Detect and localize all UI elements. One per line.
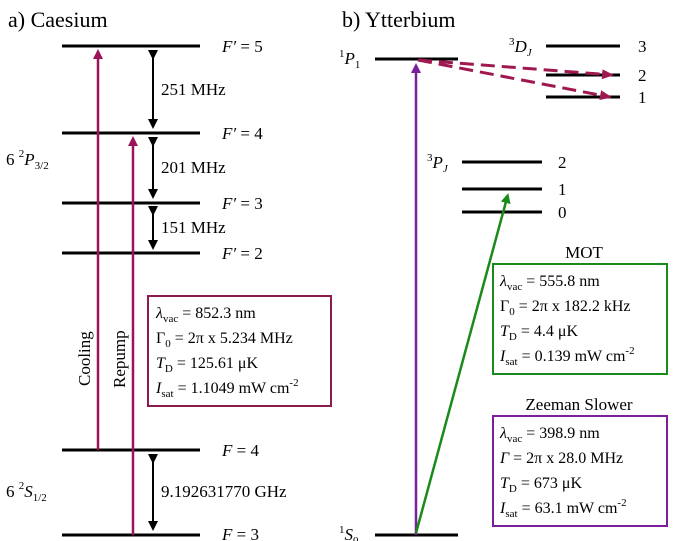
yb-zs-box (492, 415, 668, 527)
yb-zs-lambda: λvac = 398.9 nm (499, 425, 600, 445)
yb-mot-lambda: λvac = 555.8 nm (499, 273, 600, 293)
yb-zs-td: TD = 673 μK (500, 475, 582, 495)
yb-mot-gamma: Γ0 = 2π x 182.2 kHz (500, 298, 631, 318)
yb-mot-heading: MOT (565, 243, 603, 262)
cs-box-lambda: λvac = 852.3 nm (155, 305, 256, 325)
cs-level-label-f3p: F′ = 3 (221, 194, 263, 213)
yb-zs-gamma: Γ = 2π x 28.0 MHz (499, 450, 623, 467)
cs-level-label-f2p: F′ = 2 (221, 244, 263, 263)
yb-mot-box (492, 263, 668, 375)
caesium-title: a) Caesium (8, 7, 108, 32)
cs-level-label-f5: F′ = 5 (221, 37, 263, 56)
cs-level-label-f3: F = 3 (221, 525, 259, 541)
cs-box-isat: Isat = 1.1049 mW cm-2 (155, 377, 299, 400)
yb-mot-td: TD = 4.4 μK (500, 323, 578, 343)
cs-split-label-ghz: 9.192631770 GHz (161, 482, 287, 501)
yb-556nm-arrow (414, 193, 511, 534)
cs-split-label-201: 201 MHz (161, 158, 226, 177)
yb-1s0-label: 1S0 (339, 524, 359, 541)
cs-level-label-f4: F = 4 (221, 441, 259, 460)
yb-3dj-num-2: 2 (638, 66, 647, 85)
yb-3dj-num-1: 1 (638, 88, 647, 107)
yb-3dj-num-3: 3 (638, 37, 647, 56)
cs-split-label-251: 251 MHz (161, 80, 226, 99)
cs-parameter-box (147, 295, 332, 407)
yb-decay-arrow-3d1 (417, 58, 612, 101)
yb-3pj-num-2: 2 (558, 153, 567, 172)
yb-3dj-label: 3DJ (509, 36, 533, 59)
ytterbium-title: b) Ytterbium (342, 7, 455, 32)
cs-ground-state-label: 6 2S1/2 (6, 480, 47, 504)
yb-3pj-label: 3PJ (427, 152, 449, 175)
yb-3pj-num-0: 0 (558, 203, 567, 222)
cs-excited-state-label: 6 2P3/2 (6, 148, 49, 172)
cs-box-gamma: Γ0 = 2π x 5.234 MHz (156, 330, 293, 350)
cs-split-label-151: 151 MHz (161, 218, 226, 237)
cs-repump-label: Repump (110, 330, 129, 388)
yb-zs-heading: Zeeman Slower (525, 395, 632, 414)
cs-level-label-f4p: F′ = 4 (221, 124, 263, 143)
yb-1p1-label: 1P1 (339, 48, 360, 71)
yb-mot-isat: Isat = 0.139 mW cm-2 (499, 345, 635, 368)
yb-decay-arrow-3d2 (417, 58, 614, 80)
cs-box-td: TD = 125.61 μK (156, 355, 258, 375)
yb-3pj-num-1: 1 (558, 180, 567, 199)
cs-cooling-label: Cooling (75, 331, 94, 386)
yb-zs-isat: Isat = 63.1 mW cm-2 (499, 497, 627, 520)
